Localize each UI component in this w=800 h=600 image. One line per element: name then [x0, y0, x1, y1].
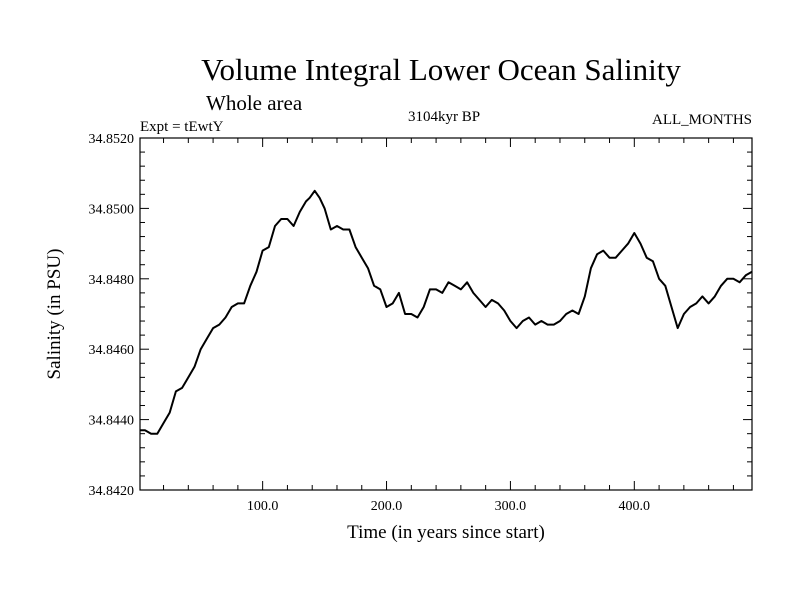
x-tick-label: 400.0 — [619, 499, 651, 514]
months-label: ALL_MONTHS — [652, 112, 752, 128]
chart-title: Volume Integral Lower Ocean Salinity — [201, 52, 681, 87]
salinity-series-line — [140, 189, 753, 435]
period-label: 3104kyr BP — [408, 109, 480, 125]
x-tick-label: 200.0 — [371, 499, 403, 514]
y-tick-label: 34.8440 — [89, 414, 135, 429]
plot-frame — [139, 137, 753, 491]
y-tick-label: 34.8420 — [89, 484, 135, 499]
x-axis-label: Time (in years since start) — [347, 522, 545, 543]
y-tick-label: 34.8480 — [89, 273, 135, 288]
chart-subtitle: Whole area — [206, 91, 303, 115]
y-tick-label: 34.8500 — [89, 202, 135, 217]
x-tick-label: 100.0 — [247, 499, 279, 514]
x-tick-label: 300.0 — [495, 499, 527, 514]
y-tick-label: 34.8520 — [89, 132, 135, 147]
y-tick-label: 34.8460 — [89, 343, 135, 358]
expt-label: Expt = tEwtY — [140, 119, 224, 135]
y-axis-label: Salinity (in PSU) — [44, 249, 65, 380]
